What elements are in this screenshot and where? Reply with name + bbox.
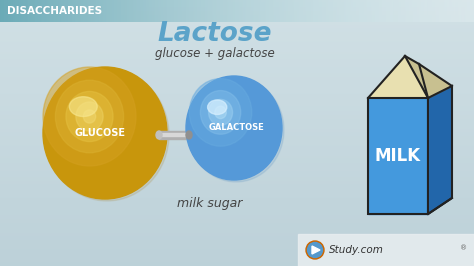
Ellipse shape [55,80,124,153]
Text: Study.com: Study.com [329,245,384,255]
Polygon shape [419,64,452,98]
Text: ®: ® [460,245,467,251]
Circle shape [306,241,324,259]
Ellipse shape [201,90,241,134]
Circle shape [308,243,322,257]
Ellipse shape [212,104,260,156]
Ellipse shape [156,131,162,139]
Ellipse shape [186,76,282,180]
Ellipse shape [43,67,167,199]
Polygon shape [368,56,428,98]
Ellipse shape [68,94,146,176]
Polygon shape [312,246,320,254]
Polygon shape [368,98,428,214]
Ellipse shape [208,100,227,114]
Ellipse shape [53,77,161,193]
Ellipse shape [43,67,136,166]
Ellipse shape [196,87,276,173]
Text: Lactose: Lactose [158,21,272,47]
Ellipse shape [228,121,244,139]
Ellipse shape [84,110,130,160]
Ellipse shape [99,127,115,143]
Text: milk sugar: milk sugar [177,197,243,210]
Bar [298,234,474,266]
Ellipse shape [215,106,226,119]
Text: DISACCHARIDES: DISACCHARIDES [7,6,102,16]
Bar [159,133,189,136]
Ellipse shape [91,118,122,152]
Ellipse shape [209,99,233,125]
Ellipse shape [83,110,96,123]
Ellipse shape [45,69,169,201]
Text: MILK: MILK [375,147,421,165]
Ellipse shape [76,102,103,131]
Ellipse shape [61,85,154,185]
Ellipse shape [189,78,252,146]
Polygon shape [405,56,428,98]
Ellipse shape [76,102,138,168]
Text: GLUCOSE: GLUCOSE [74,128,126,138]
Ellipse shape [186,131,192,139]
Ellipse shape [66,92,113,142]
Ellipse shape [188,78,284,182]
Text: GALACTOSE: GALACTOSE [209,123,265,132]
Ellipse shape [220,113,252,147]
Polygon shape [428,86,452,214]
Text: glucose + galactose: glucose + galactose [155,48,275,60]
Bar [159,131,189,139]
Ellipse shape [204,95,268,165]
Ellipse shape [69,97,97,117]
